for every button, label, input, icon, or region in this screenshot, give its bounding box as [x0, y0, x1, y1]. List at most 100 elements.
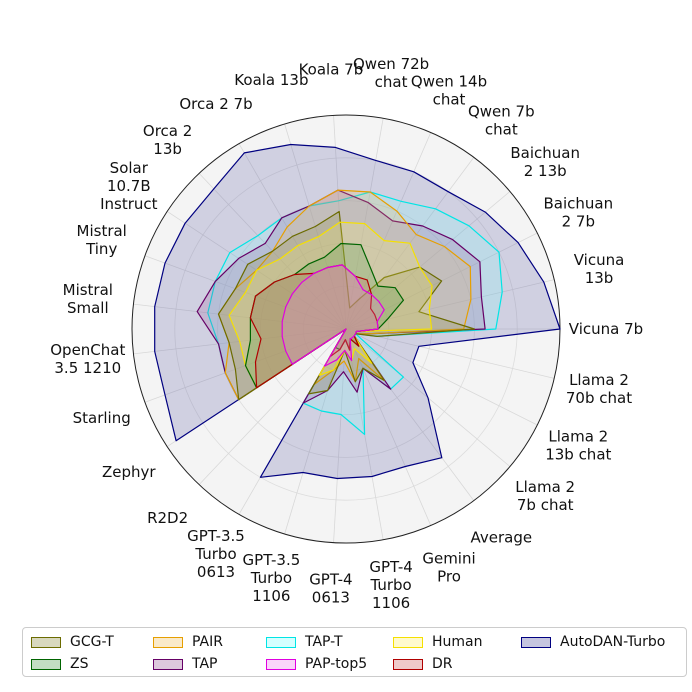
axis-label: GPT-3.5 Turbo 1106 — [243, 551, 301, 605]
axis-label-line: Pro — [437, 568, 461, 586]
axis-label: OpenChat 3.5 1210 — [50, 341, 125, 377]
axis-label-line: chat — [433, 90, 466, 108]
axis-label: Gemini Pro — [422, 550, 475, 586]
axis-label: R2D2 — [147, 509, 188, 527]
legend-label: ZS — [70, 656, 89, 672]
grid-spoke — [345, 328, 432, 526]
axis-label: Llama 2 13b chat — [545, 428, 611, 464]
axis-label-line: 13b — [153, 140, 182, 158]
axis-label: Average — [470, 529, 532, 547]
legend-swatch — [31, 658, 61, 670]
axis-label-line: 0613 — [197, 563, 235, 581]
axis-label: Koala 13b — [234, 71, 308, 89]
legend-item: PAIR — [153, 633, 223, 651]
axis-label-line: 7b chat — [517, 496, 574, 514]
axis-label: Vicuna 7b — [569, 320, 643, 338]
axis-label-line: Koala 13b — [234, 71, 308, 89]
grid-spoke — [333, 328, 347, 543]
series-gcg-t — [217, 210, 475, 401]
axis-label-line: Vicuna 7b — [569, 320, 643, 338]
axis-label-line: Tiny — [85, 240, 117, 258]
axis-label: Qwen 7b chat — [468, 102, 535, 138]
grid-spoke — [198, 328, 347, 485]
axis-label: Mistral Tiny — [77, 222, 127, 258]
axis-label: GPT-4 0613 — [309, 571, 352, 607]
axis-label-line: 13b chat — [545, 446, 611, 464]
axis-label-line: Qwen 7b — [468, 102, 535, 120]
axis-label-line: Baichuan — [543, 194, 613, 212]
axis-label-line: Mistral — [77, 222, 127, 240]
legend-swatch — [266, 636, 296, 648]
legend-item: ZS — [31, 655, 88, 673]
legend-swatch — [153, 636, 183, 648]
series-human — [228, 221, 433, 389]
legend-label: AutoDAN-Turbo — [560, 634, 666, 650]
axis-label: GPT-3.5 Turbo 0613 — [187, 527, 245, 581]
axis-label-line: 3.5 1210 — [54, 359, 121, 377]
grid-spoke — [133, 303, 347, 330]
legend-label: DR — [432, 656, 453, 672]
legend-item: TAP-T — [266, 633, 343, 651]
axis-label-line: Koala 7b — [299, 60, 364, 78]
legend-label: TAP — [192, 656, 218, 672]
axis-label-line: 0613 — [312, 589, 350, 607]
axis-label-line: Gemini — [422, 550, 475, 568]
legend-swatch — [393, 636, 423, 648]
axis-label: GPT-4 Turbo 1106 — [369, 558, 412, 612]
axis-label-line: 2 13b — [524, 162, 567, 180]
grid-spoke — [345, 132, 432, 330]
legend-label: PAP-top5 — [305, 656, 368, 672]
legend-item: TAP — [153, 655, 217, 673]
axis-label: Orca 2 13b — [143, 122, 192, 158]
axis-label-line: Instruct — [100, 195, 158, 213]
series-autodan-turbo — [154, 143, 561, 480]
axis-label-line: GPT-3.5 — [187, 527, 245, 545]
axis-label: Starling — [73, 409, 131, 427]
legend-label: GCG-T — [70, 634, 114, 650]
legend-item: PAP-top5 — [266, 655, 367, 673]
axis-label-line: 13b — [585, 269, 614, 287]
legend-item: Human — [393, 633, 483, 651]
axis-label-line: Llama 2 — [569, 371, 629, 389]
axis-label-line: Turbo — [250, 569, 292, 587]
axis-label: Qwen 14b chat — [411, 72, 487, 108]
legend-item: GCG-T — [31, 633, 114, 651]
axis-label-line: GPT-4 — [309, 571, 352, 589]
axis-label: Llama 2 70b chat — [566, 371, 632, 407]
axis-label-line: Zephyr — [102, 463, 156, 481]
legend-swatch — [393, 658, 423, 670]
legend-swatch — [266, 658, 296, 670]
axis-label-line: Turbo — [194, 545, 236, 563]
axis-label: Mistral Small — [63, 281, 113, 317]
grid-spoke — [345, 279, 555, 330]
axis-label-line: GPT-4 — [369, 558, 412, 576]
legend-swatch — [153, 658, 183, 670]
axis-label: Zephyr — [102, 463, 156, 481]
axis-label-line: Small — [67, 299, 109, 317]
axis-label-line: Turbo — [369, 576, 411, 594]
axis-label-line: Llama 2 — [548, 428, 608, 446]
axis-label-line: Orca 2 — [143, 122, 192, 140]
axis-label-line: 1106 — [252, 587, 290, 605]
axis-label-line: 70b chat — [566, 389, 632, 407]
axis-label: Baichuan 2 7b — [543, 194, 613, 230]
legend-item: DR — [393, 655, 453, 673]
series-pap-top5 — [281, 264, 385, 367]
grid-spoke — [345, 191, 511, 330]
axis-label-line: 1106 — [372, 594, 410, 612]
legend-swatch — [31, 636, 61, 648]
axis-label-line: Baichuan — [510, 144, 580, 162]
legend: GCG-T ZS PAIR TAP TAP-T PAP-top5 Human DR AutoDA… — [22, 627, 687, 677]
axis-label: Llama 2 7b chat — [515, 478, 575, 514]
legend-label: Human — [432, 634, 483, 650]
axis-label-line: Orca 2 7b — [179, 95, 252, 113]
axis-label-line: Llama 2 — [515, 478, 575, 496]
axis-label: Orca 2 7b — [179, 95, 252, 113]
axis-label-line: Qwen 72b — [353, 55, 429, 73]
axis-label-line: 2 7b — [562, 212, 595, 230]
axis-label-line: 10.7B — [107, 177, 151, 195]
grid-spoke — [345, 328, 538, 426]
grid-spoke — [345, 328, 555, 379]
